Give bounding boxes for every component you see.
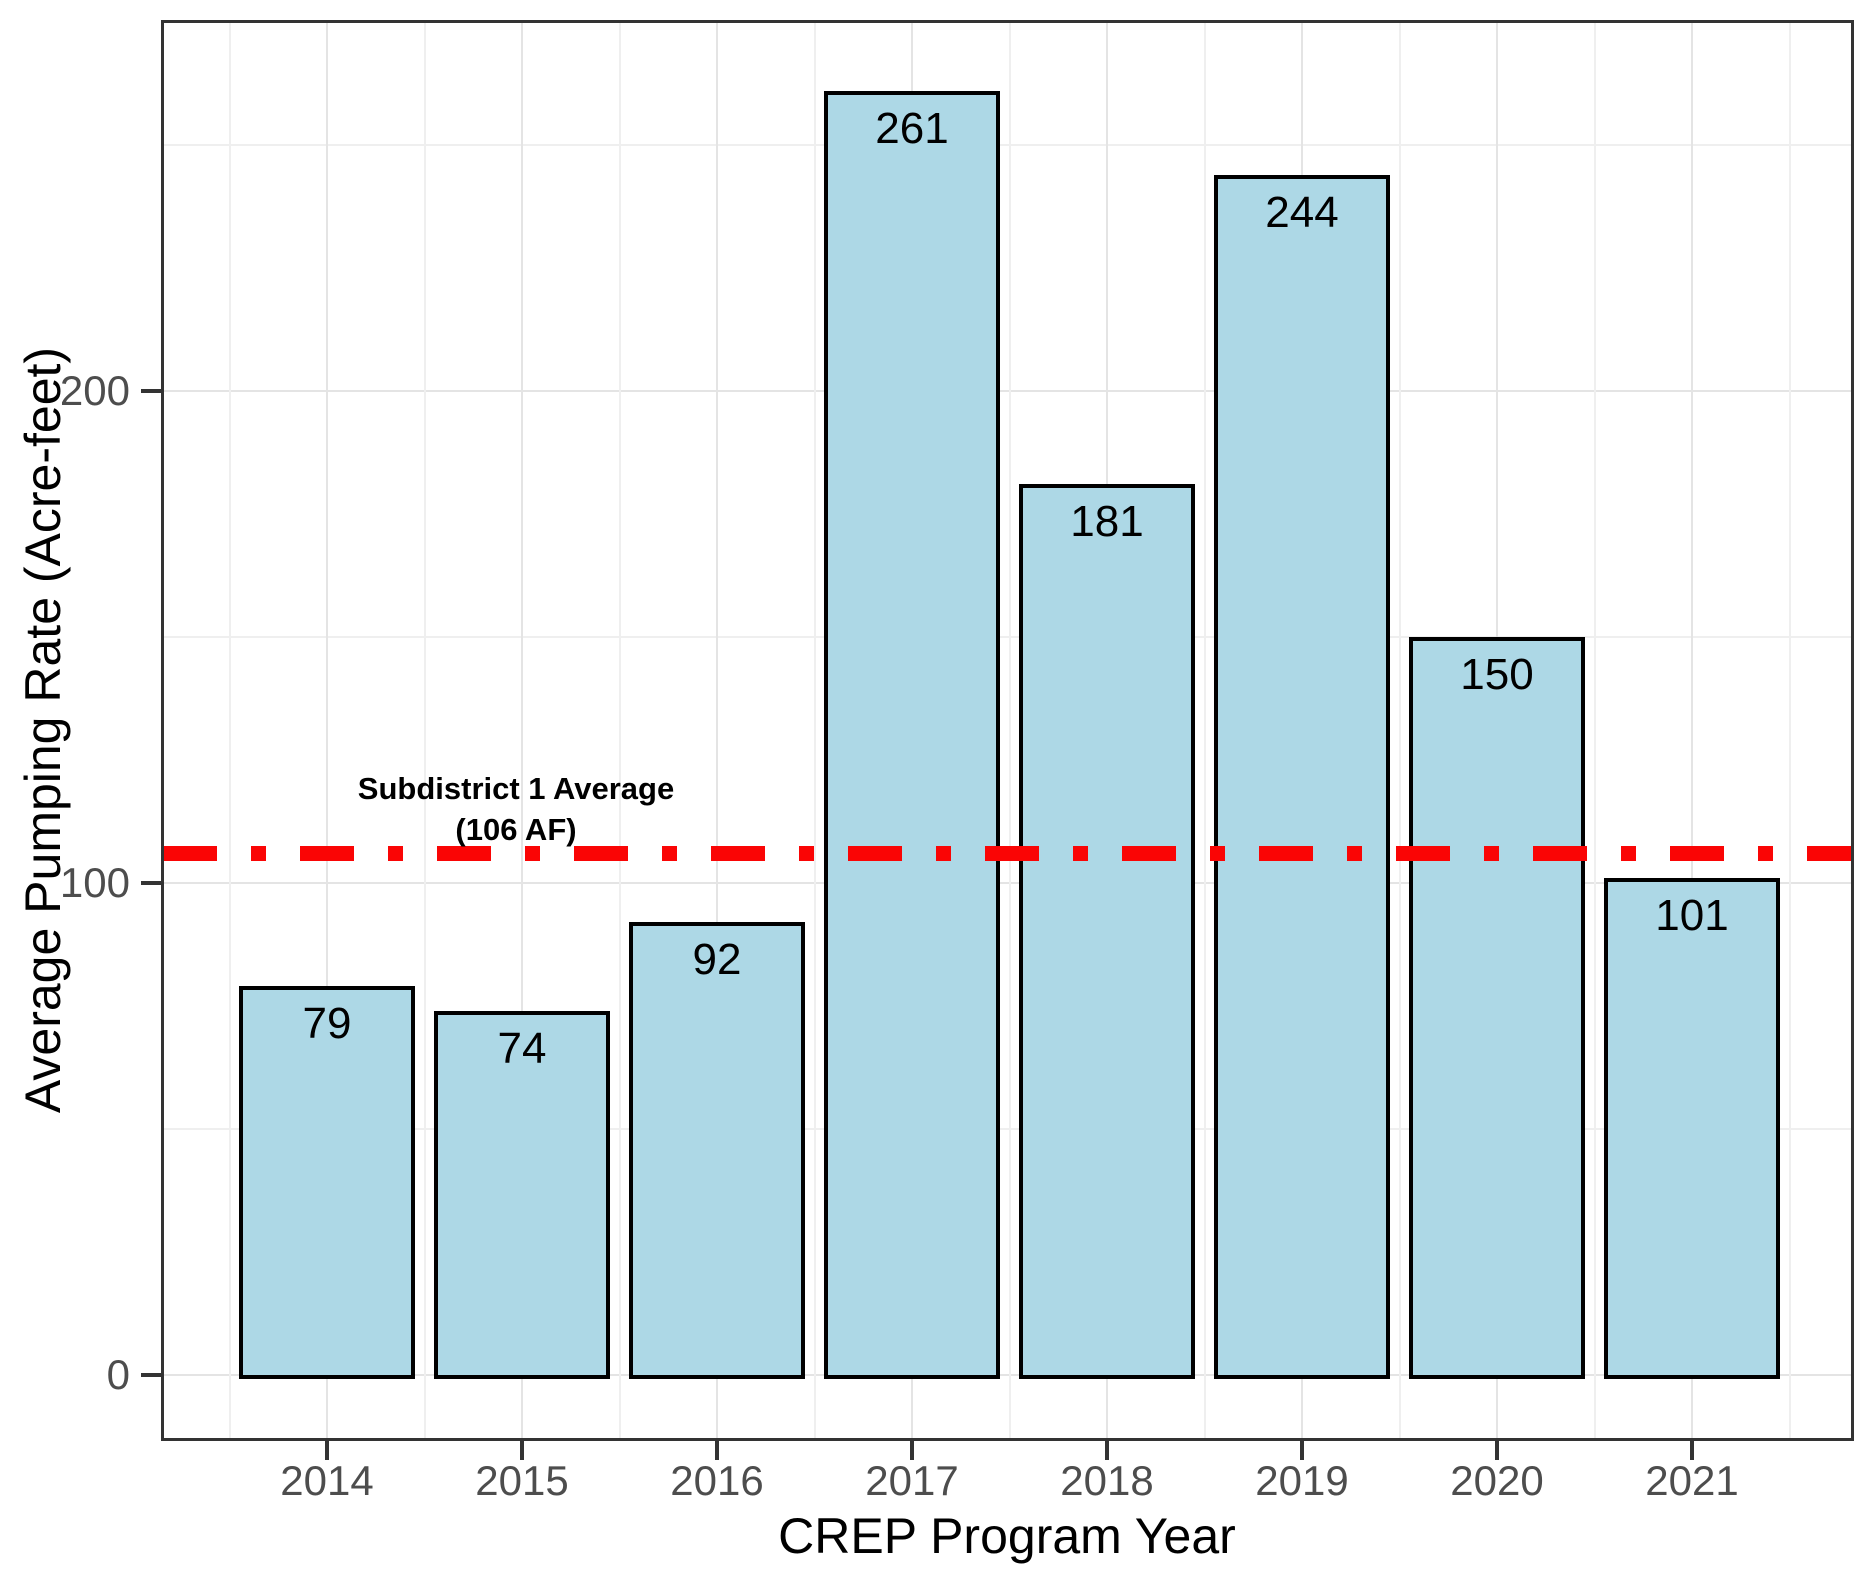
y-axis-tick — [141, 389, 163, 393]
bar-2020 — [1409, 637, 1585, 1379]
x-axis-tick — [715, 1438, 719, 1460]
bar-value-label: 261 — [875, 103, 949, 153]
v-gridline-major — [521, 22, 523, 1438]
x-axis-tick — [1105, 1438, 1109, 1460]
y-axis-tick — [141, 881, 163, 885]
v-gridline-major — [1691, 22, 1693, 1438]
h-gridline-minor — [163, 144, 1852, 146]
y-axis-tick — [141, 1373, 163, 1377]
y-axis-title: Average Pumping Rate (Acre-feet) — [15, 346, 71, 1114]
x-tick-label-2019: 2019 — [1255, 1457, 1349, 1504]
bar-2015 — [434, 1010, 610, 1379]
h-gridline-major — [163, 882, 1852, 884]
v-gridline-minor — [423, 22, 426, 1438]
annotation-line-1: Subdistrict 1 Average — [357, 771, 675, 806]
v-gridline-minor — [618, 22, 621, 1438]
plot-panel-border — [161, 20, 1854, 1441]
bar-2018 — [1019, 484, 1195, 1379]
x-axis-tick — [520, 1438, 524, 1460]
reference-line — [163, 846, 1852, 862]
bar-2016 — [629, 922, 805, 1379]
v-gridline-minor — [1398, 22, 1401, 1438]
bar-value-label: 92 — [692, 935, 742, 985]
x-axis-title: CREP Program Year — [778, 1508, 1236, 1564]
x-axis-tick — [1300, 1438, 1304, 1460]
h-gridline-major — [163, 390, 1852, 392]
x-tick-label-2021: 2021 — [1645, 1457, 1739, 1504]
bar-value-label: 79 — [302, 999, 352, 1049]
v-gridline-minor — [1203, 22, 1206, 1438]
x-tick-label-2018: 2018 — [1060, 1457, 1154, 1504]
bar-value-label: 101 — [1655, 891, 1729, 941]
x-tick-label-2016: 2016 — [670, 1457, 764, 1504]
x-axis-tick — [325, 1438, 329, 1460]
h-gridline-minor — [163, 636, 1852, 638]
v-gridline-minor — [1593, 22, 1596, 1438]
bar-2019 — [1214, 174, 1390, 1379]
h-gridline-minor — [163, 1128, 1852, 1130]
v-gridline-major — [326, 22, 328, 1438]
reference-line-annotation: Subdistrict 1 Average (106 AF) — [166, 768, 866, 850]
bar-value-label: 244 — [1265, 187, 1339, 237]
v-gridline-minor — [1788, 22, 1791, 1438]
v-gridline-minor — [813, 22, 816, 1438]
v-gridline-minor — [1008, 22, 1011, 1438]
x-tick-label-2015: 2015 — [475, 1457, 569, 1504]
y-tick-label-0: 0 — [106, 1351, 130, 1398]
x-tick-label-2014: 2014 — [280, 1457, 374, 1504]
bar-2017 — [824, 90, 1000, 1379]
v-gridline-major — [716, 22, 718, 1438]
v-gridline-minor — [228, 22, 231, 1438]
h-gridline-major — [163, 1374, 1852, 1376]
x-axis-tick — [1495, 1438, 1499, 1460]
bar-value-label: 181 — [1070, 497, 1144, 547]
x-axis-tick — [1690, 1438, 1694, 1460]
bar-value-label: 74 — [497, 1023, 547, 1073]
bar-2014 — [239, 986, 415, 1379]
x-tick-label-2017: 2017 — [865, 1457, 959, 1504]
y-tick-label-200: 200 — [59, 367, 130, 414]
x-tick-label-2020: 2020 — [1450, 1457, 1544, 1504]
x-axis-tick — [910, 1438, 914, 1460]
bar-value-label: 150 — [1460, 650, 1534, 699]
y-tick-label-100: 100 — [59, 859, 130, 906]
bar-2021 — [1604, 878, 1780, 1379]
annotation-line-2: (106 AF) — [455, 812, 577, 847]
